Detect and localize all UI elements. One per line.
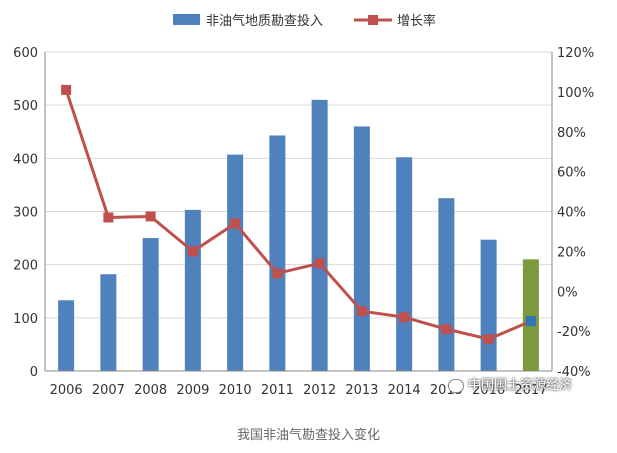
bar [142,238,159,371]
left-tick-label: 600 [13,46,38,61]
x-tick-label: 2012 [303,383,336,398]
line-marker [272,268,283,279]
line-marker [145,211,156,222]
axes: 0 100 200 300 400 500 600 -40% -20% 0% 20% 40% 60% 80… [13,46,594,398]
left-tick-label: 200 [13,259,38,274]
legend: 非油气地质勘查投入 增长率 [173,13,436,29]
chart-caption: 我国非油气勘查投入变化 [236,428,380,443]
right-tick-label: 40% [557,206,586,221]
right-tick-label: 0% [557,285,578,300]
left-tick-label: 400 [13,152,38,167]
line-marker [103,212,114,223]
line-marker [187,246,198,257]
gridlines [45,51,552,372]
x-tick-label: 2008 [134,383,167,398]
line-marker [441,324,452,335]
x-tick-label: 2014 [388,383,421,398]
bar [227,154,244,371]
legend-bar-swatch [173,14,200,25]
bar [522,259,539,371]
watermark: 中国国土资源经济 [448,374,572,393]
right-tick-label: 60% [557,166,586,181]
bar [184,209,201,371]
legend-line-marker [368,15,378,25]
left-tick-label: 0 [30,365,38,380]
watermark-text: 中国国土资源经济 [468,378,573,393]
right-tick-label: 20% [557,245,586,260]
legend-bar-label: 非油气地质勘查投入 [206,13,323,29]
bar [396,157,413,371]
line-marker [483,334,494,345]
line-marker [356,306,367,317]
left-tick-label: 500 [13,99,38,114]
line-marker [230,218,241,229]
bar [353,126,370,371]
bar [480,239,497,371]
x-tick-label: 2007 [92,383,125,398]
line-marker [314,258,325,269]
line-marker [525,316,536,327]
bar [438,198,455,371]
wechat-icon [448,378,464,393]
right-tick-label: -40% [557,365,591,380]
bar [58,300,75,371]
x-tick-label: 2013 [345,383,378,398]
bar-series [58,99,539,371]
left-tick-label: 300 [13,206,38,221]
left-tick-label: 100 [13,312,38,327]
x-tick-label: 2010 [219,383,252,398]
bar [269,135,286,371]
legend-line-label: 增长率 [397,13,436,29]
bar [100,274,117,371]
x-tick-label: 2009 [176,383,209,398]
right-tick-label: -20% [557,325,591,340]
bar [311,99,328,371]
line-marker [61,84,72,95]
x-tick-label: 2017 [514,383,547,398]
line-series [61,84,536,345]
x-tick-label: 2006 [50,383,83,398]
x-tick-label: 2011 [261,383,294,398]
x-tick-label: 2016 [472,383,505,398]
right-tick-label: 120% [557,46,594,61]
line-marker [399,312,410,323]
right-tick-label: 100% [557,86,594,101]
right-tick-label: 80% [557,126,586,141]
growth-rate-line [64,89,532,341]
